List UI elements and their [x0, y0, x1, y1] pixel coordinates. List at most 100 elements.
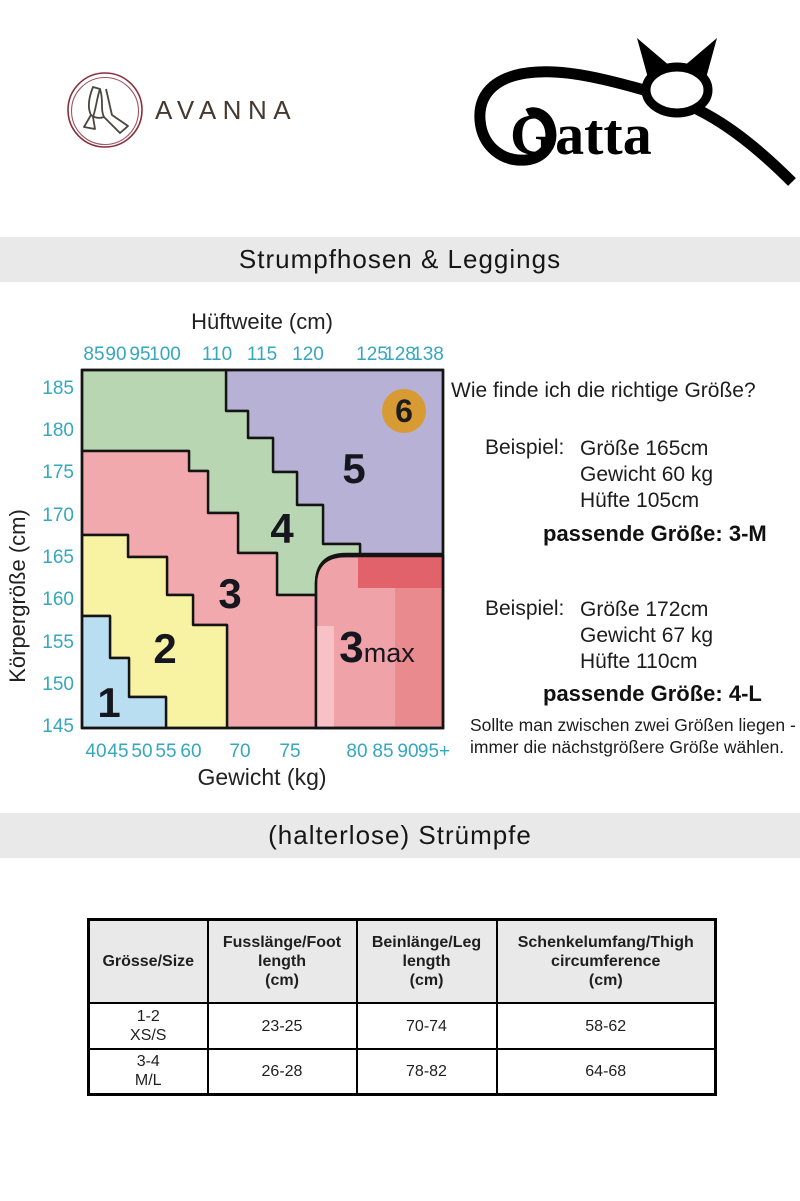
- tick: 145: [42, 716, 74, 737]
- example-2-weight: Gewicht 67 kg: [580, 624, 714, 647]
- cell-size-1-2-num: 1-2: [136, 1008, 160, 1025]
- tick: 75: [279, 741, 300, 762]
- tick: 40: [85, 741, 106, 762]
- example-2-hip: Hüfte 110cm: [580, 650, 698, 673]
- example-1-label: Beispiel:: [485, 436, 565, 459]
- table-row: 1-2 XS/S 23-25 70-74 58-62: [87, 1002, 717, 1050]
- col-header-foot-l3: (cm): [265, 972, 299, 989]
- col-header-thigh-l2: circumference: [551, 953, 661, 970]
- cell-size-3-4: 3-4 M/L: [87, 1048, 209, 1095]
- tick: 90: [105, 344, 126, 365]
- tick: 165: [42, 547, 74, 568]
- cell-foot-1-2: 23-25: [206, 1002, 358, 1050]
- section-banner-tights-label: Strumpfhosen & Leggings: [238, 244, 562, 274]
- tick: 150: [42, 674, 74, 695]
- tick: 160: [42, 589, 74, 610]
- tick: 90: [397, 741, 418, 762]
- tick: 120: [292, 344, 324, 365]
- cat-head-icon: [641, 62, 713, 118]
- example-2-height: Größe 172cm: [580, 598, 709, 621]
- tick: 85: [372, 741, 393, 762]
- cell-leg-3-4: 78-82: [355, 1048, 498, 1095]
- region-3max-red-top: [358, 557, 443, 588]
- region-3max-light-strip: [316, 626, 334, 728]
- col-header-foot-l2: length: [258, 953, 306, 970]
- cell-size-1-2: 1-2 XS/S: [87, 1002, 209, 1050]
- tick: 70: [229, 741, 250, 762]
- tick: 60: [180, 741, 201, 762]
- region-label-3: 3: [218, 570, 241, 617]
- col-header-thigh-l3: (cm): [588, 972, 623, 989]
- between-sizes-note-line1: Sollte man zwischen zwei Größen liegen -: [470, 715, 796, 735]
- avanna-brand-text: AVANNA: [155, 95, 297, 125]
- col-header-leg-l3: (cm): [409, 972, 444, 989]
- example-2-result: passende Größe: 4-L: [543, 681, 762, 706]
- cell-size-3-4-num: 3-4: [136, 1053, 160, 1071]
- cell-thigh-3-4: 64-68: [495, 1048, 717, 1095]
- avanna-logo-ring-outer: [67, 72, 143, 148]
- cell-leg-1-2: 70-74: [355, 1002, 498, 1050]
- tick: 95+: [418, 741, 450, 762]
- tick: 100: [149, 344, 181, 365]
- col-header-foot-length: Fusslänge/Foot length (cm): [206, 918, 358, 1004]
- region-label-1: 1: [97, 679, 120, 726]
- chart-border: [80, 368, 445, 730]
- gatta-brand-text: Gatta: [510, 102, 652, 167]
- col-header-leg-length: Beinlänge/Leg length (cm): [355, 918, 498, 1004]
- col-header-leg-l2: length: [402, 953, 451, 970]
- section-banner-tights: Strumpfhosen & Leggings: [0, 237, 800, 282]
- example-1-lines: Größe 165cm Gewicht 60 kg Hüfte 105cm: [580, 436, 713, 514]
- col-header-leg-l1: Beinlänge/Leg: [371, 934, 482, 951]
- tick: 50: [131, 741, 152, 762]
- avanna-logo: AVANNA: [67, 72, 297, 148]
- section-banner-stockings: (halterlose) Strümpfe: [0, 813, 800, 858]
- top-axis-title: Hüftweite (cm): [191, 309, 333, 334]
- cell-size-1-2-alpha: XS/S: [130, 1027, 167, 1044]
- left-axis-ticks: 185 180 175 170 165 160 155 150 145: [42, 378, 74, 737]
- region-6-badge: [382, 389, 426, 433]
- stockings-size-table: Grösse/Size Fusslänge/Foot length (cm) B…: [87, 918, 717, 1096]
- region-label-6: 6: [395, 393, 413, 429]
- region-3max-outline: [314, 554, 445, 730]
- tick: 45: [107, 741, 128, 762]
- tick: 125: [356, 344, 388, 365]
- avanna-logo-ring-inner: [70, 76, 140, 146]
- tick: 180: [42, 420, 74, 441]
- bottom-axis-ticks: 40 45 50 55 60 70 75 80 85 90 95+: [85, 741, 450, 762]
- tick: 95: [129, 344, 150, 365]
- left-axis-title: Körpergröße (cm): [5, 509, 30, 683]
- col-header-size: Grösse/Size: [87, 918, 209, 1004]
- tick: 110: [202, 344, 232, 365]
- region-label-5: 5: [342, 445, 365, 492]
- col-header-foot-l1: Fusslänge/Foot: [222, 934, 342, 951]
- tick: 170: [42, 505, 74, 526]
- top-axis-ticks: 85 90 95 100 110 115 120 125 128 138: [83, 344, 443, 365]
- tick: 55: [155, 741, 176, 762]
- example-1-hip: Hüfte 105cm: [580, 489, 700, 512]
- region-3max-shading: [316, 557, 443, 728]
- tick: 115: [247, 344, 277, 365]
- tick: 85: [83, 344, 104, 365]
- tick: 128: [384, 344, 416, 365]
- example-2-lines: Größe 172cm Gewicht 67 kg Hüfte 110cm: [580, 597, 713, 675]
- tick: 185: [42, 378, 74, 399]
- gatta-logo: Gatta: [474, 38, 796, 186]
- col-header-size-text: Grösse/Size: [102, 953, 195, 970]
- size-chart: Hüftweite (cm) Gewicht (kg) Körpergröße …: [5, 309, 450, 790]
- tick: 175: [42, 462, 74, 483]
- cell-foot-3-4: 26-28: [206, 1048, 358, 1095]
- region-labels: 1 2 3 4 5 3max: [97, 445, 415, 726]
- table-header-row: Grösse/Size Fusslänge/Foot length (cm) B…: [87, 918, 717, 1004]
- region-label-4: 4: [270, 505, 294, 552]
- bottom-axis-title: Gewicht (kg): [197, 764, 326, 790]
- region-label-2: 2: [153, 625, 176, 672]
- table-row: 3-4 M/L 26-28 78-82 64-68: [87, 1048, 717, 1095]
- tick: 80: [346, 741, 367, 762]
- tick: 138: [412, 344, 444, 365]
- example-2-label: Beispiel:: [485, 597, 565, 620]
- example-1-result: passende Größe: 3-M: [543, 521, 767, 546]
- col-header-thigh-l1: Schenkelumfang/Thigh: [517, 934, 694, 951]
- cell-thigh-1-2: 58-62: [495, 1002, 717, 1050]
- example-1-weight: Gewicht 60 kg: [580, 463, 714, 486]
- tick: 155: [42, 632, 74, 653]
